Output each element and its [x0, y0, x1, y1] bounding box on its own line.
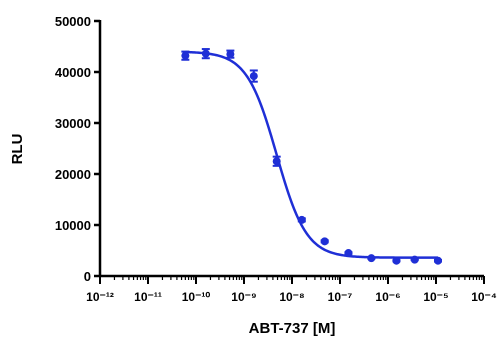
- data-point-0: [181, 51, 190, 60]
- data-point-4: [272, 157, 281, 166]
- data-point-8: [367, 254, 376, 263]
- data-point-6: [320, 237, 329, 246]
- data-point-1: [201, 49, 210, 58]
- data-point-10: [410, 255, 419, 264]
- x-tick-label-2: 10⁻¹⁰: [182, 290, 211, 304]
- y-tick-label-1: 10000: [55, 218, 91, 233]
- data-point-5: [297, 215, 306, 224]
- x-axis-label: ABT-737 [M]: [249, 320, 336, 337]
- fit-curve-0: [185, 50, 438, 259]
- data-point-3: [249, 72, 258, 81]
- plot-area: [181, 48, 442, 265]
- x-tick-label-0: 10⁻¹²: [86, 290, 114, 304]
- x-tick-label-3: 10⁻⁹: [231, 290, 256, 304]
- x-tick-label-4: 10⁻⁸: [279, 290, 304, 304]
- x-tick-label-6: 10⁻⁶: [375, 290, 400, 304]
- data-point-11: [433, 256, 442, 265]
- y-tick-label-4: 40000: [55, 65, 91, 80]
- y-tick-label-2: 20000: [55, 167, 91, 182]
- axes: 0 10000 20000 30000 40000 50000 10⁻¹² 10⁻¹¹ 10⁻¹…: [55, 14, 497, 304]
- data-point-2: [226, 50, 235, 59]
- y-tick-label-5: 50000: [55, 14, 91, 29]
- data-point-9: [392, 256, 401, 265]
- y-axis-label: RLU: [9, 134, 26, 165]
- x-tick-label-1: 10⁻¹¹: [134, 290, 162, 304]
- data-point-7: [344, 249, 353, 258]
- y-tick-label-3: 30000: [55, 116, 91, 131]
- x-tick-label-7: 10⁻⁵: [423, 290, 448, 304]
- x-tick-label-8: 10⁻⁴: [471, 290, 497, 304]
- x-tick-label-5: 10⁻⁷: [328, 290, 353, 304]
- y-tick-label-0: 0: [84, 269, 91, 284]
